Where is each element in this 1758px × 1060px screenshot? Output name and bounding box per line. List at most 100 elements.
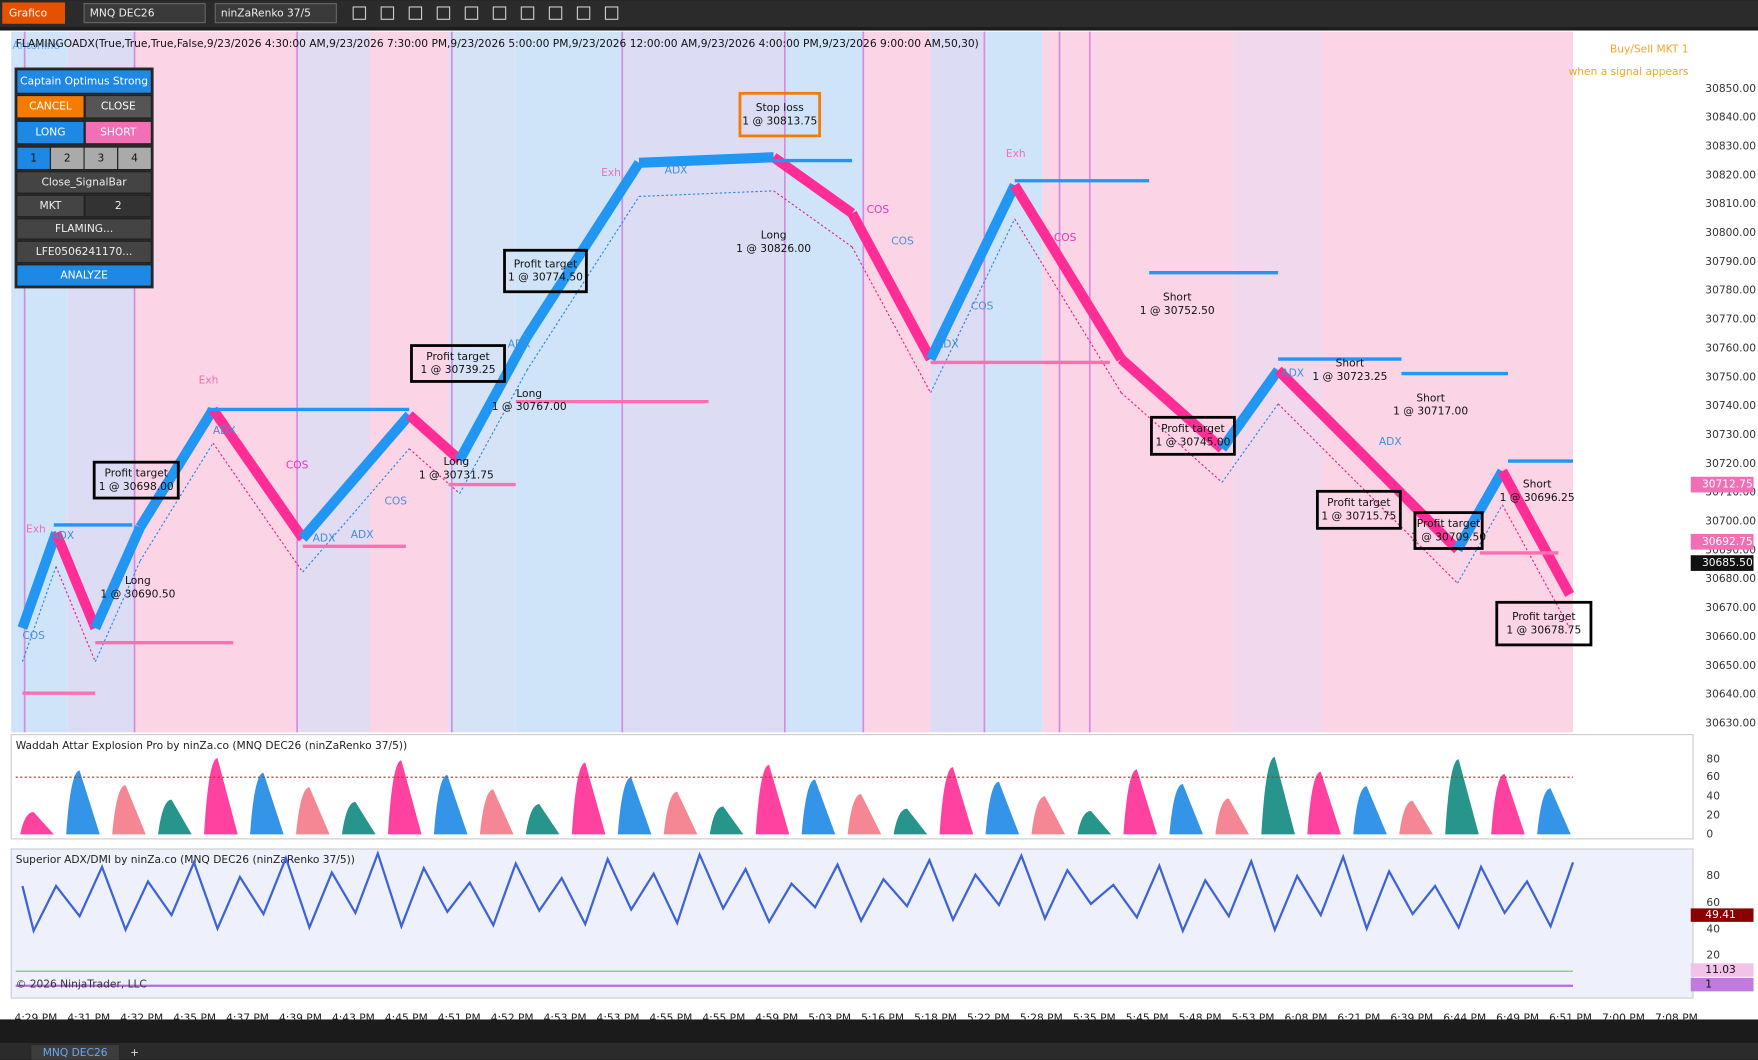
toolbar-icon[interactable] (408, 6, 423, 20)
tab[interactable] (31, 1045, 119, 1060)
time-tick-label: 4:53 PM (544, 1011, 587, 1024)
trail-line (639, 190, 774, 198)
account-info-bg[interactable] (16, 218, 152, 240)
indicator-label: FLAMINGOADX(True,True,True,False,9/23/20… (16, 37, 979, 50)
histogram-hump (1077, 810, 1112, 835)
price-tick-label: 30650.00 (1705, 659, 1756, 672)
account: LFE0506241170... (36, 245, 133, 258)
notice: when a signal appears (1569, 65, 1689, 78)
panel-title: Superior ADX/DMI by ninZa.co (MNQ DEC26 … (16, 853, 355, 866)
panel-title: Waddah Attar Explosion Pro by ninZa.co (… (16, 739, 407, 752)
time-tick-label: 6:51 PM (1549, 1011, 1592, 1024)
order-mode-bg[interactable] (16, 171, 152, 194)
histogram-hump (66, 770, 100, 835)
histogram-hump (479, 789, 514, 835)
histogram-hump (1169, 783, 1204, 835)
toolbar-icon[interactable] (464, 6, 479, 20)
toolbar-icon[interactable] (380, 6, 395, 20)
toolbar-icon[interactable] (576, 6, 591, 20)
strategy-bg[interactable] (16, 69, 152, 94)
session-band (622, 31, 785, 733)
time-tick-label: 4:43 PM (332, 1011, 375, 1024)
time-tick-label: 6:08 PM (1285, 1011, 1328, 1024)
price-tick-label: 30680.00 (1705, 572, 1756, 585)
time-tick-label: 4:39 PM (279, 1011, 322, 1024)
price-tick-label: 30790.00 (1705, 255, 1756, 268)
signal-title: Short (1523, 478, 1552, 491)
short-button: SHORT (100, 126, 137, 139)
close-button: CLOSE (101, 100, 136, 113)
order-box (92, 460, 180, 500)
session-band (134, 31, 298, 733)
panel-tick-label: 20 (1706, 948, 1720, 961)
order-type: MKT (40, 199, 62, 212)
order-text: 1 @ 30745.00 (1155, 436, 1230, 449)
renko-trend (208, 406, 307, 542)
time-tick-label: 4:55 PM (649, 1011, 692, 1024)
toolbar-icon[interactable] (548, 6, 563, 20)
order-box (1495, 600, 1593, 647)
histogram-hump (801, 779, 836, 835)
quantity-field-bg[interactable] (84, 194, 152, 218)
time-tick-label: 6:49 PM (1496, 1011, 1539, 1024)
order-text: 1 @ 30709.50 (1411, 530, 1486, 543)
toolbar-icon[interactable] (520, 6, 535, 20)
toolbar-icon[interactable] (492, 6, 507, 20)
trail-line (55, 566, 96, 662)
session-band (297, 31, 370, 733)
price-tick-label: 30800.00 (1705, 226, 1756, 239)
histogram-hump (617, 777, 652, 835)
order-text: 1 @ 30813.75 (742, 114, 817, 127)
quantity-button-bg[interactable] (117, 146, 152, 171)
toolbar-icon[interactable] (352, 6, 367, 20)
short-button-bg[interactable] (84, 120, 152, 145)
close-button-bg[interactable] (84, 94, 152, 119)
signal-title: Long (443, 455, 469, 468)
panel-tick-label: 60 (1706, 896, 1720, 909)
order-type-bg[interactable] (16, 194, 85, 218)
copyright: © 2026 NinjaTrader, LLC (16, 978, 147, 991)
toolbar-icon[interactable] (604, 6, 619, 20)
account-bg[interactable] (16, 240, 152, 264)
session-band (515, 31, 623, 733)
long-button-bg[interactable] (16, 120, 85, 145)
order-text: 1 @ 30715.75 (1321, 510, 1396, 523)
cancel-button-bg[interactable] (16, 94, 85, 119)
histogram-hump (1445, 759, 1479, 835)
signal-title: Long (125, 574, 151, 587)
price-tick-label: 30810.00 (1705, 197, 1756, 210)
signal-marker: ADX (1281, 367, 1304, 380)
quantity-button: 4 (131, 151, 138, 164)
price-tick-label: 30850.00 (1705, 82, 1756, 95)
histogram-hump (1031, 796, 1066, 835)
trail-line (212, 442, 304, 573)
trail-line (302, 448, 410, 573)
price-tick-label: 30720.00 (1705, 457, 1756, 470)
signal-marker: ADX (1379, 435, 1402, 448)
signal-title: Short (1416, 391, 1445, 404)
histogram-hump (709, 806, 744, 835)
histogram-hump (341, 801, 376, 835)
time-tick-label: 5:45 PM (1126, 1011, 1169, 1024)
indicator-tag-label: 11.03 (1705, 963, 1735, 976)
signal-title: Short (1336, 357, 1365, 370)
signal-marker: COS (286, 459, 309, 472)
panel-tick-label: 0 (1706, 827, 1713, 840)
signal-text: 1 @ 30826.00 (736, 242, 811, 255)
price-tick-label: 30750.00 (1705, 370, 1756, 383)
instrument-box[interactable] (83, 3, 206, 24)
price-tick-label: 30840.00 (1705, 111, 1756, 124)
time-tick-label: 4:53 PM (597, 1011, 640, 1024)
bar-type-box[interactable] (214, 3, 337, 24)
price-tick-label: 30770.00 (1705, 313, 1756, 326)
toolbar-icon[interactable] (436, 6, 451, 20)
trail-line (21, 566, 57, 662)
signal-marker: COS (384, 494, 407, 507)
panel-tick-label: 20 (1706, 808, 1720, 821)
signal-text: 1 @ 30696.25 (1500, 491, 1575, 504)
toolbar-title: Grafico (9, 7, 47, 20)
quantity-button: 2 (64, 151, 71, 164)
analyze-button-bg[interactable] (16, 264, 152, 287)
histogram-hump (250, 772, 284, 835)
histogram-hump (1307, 771, 1341, 835)
